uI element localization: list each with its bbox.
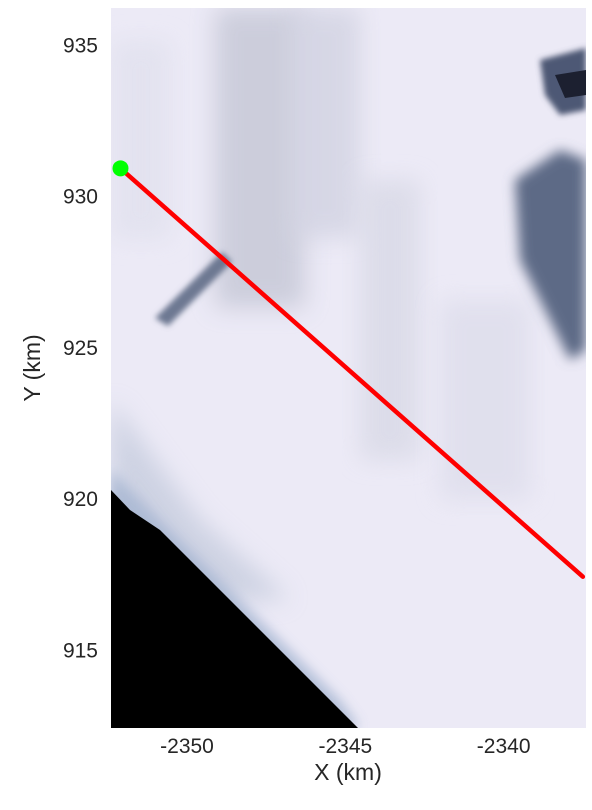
y-tick-label: 920 <box>63 488 98 511</box>
x-axis-label: X (km) <box>314 759 382 785</box>
track-line <box>118 166 586 579</box>
start-marker <box>112 160 129 177</box>
x-axis-ticks: -2350 -2345 -2340 <box>160 735 530 758</box>
y-axis-label: Y (km) <box>19 334 45 401</box>
satellite-image <box>111 8 586 728</box>
y-axis-ticks: 915 920 925 930 935 <box>63 34 98 662</box>
y-tick-label: 925 <box>63 337 98 360</box>
y-tick-label: 930 <box>63 186 98 209</box>
x-tick-label: -2340 <box>477 735 531 758</box>
y-tick-label: 935 <box>63 34 98 57</box>
y-tick-label: 915 <box>63 639 98 662</box>
x-tick-label: -2345 <box>318 735 372 758</box>
x-tick-label: -2350 <box>160 735 214 758</box>
